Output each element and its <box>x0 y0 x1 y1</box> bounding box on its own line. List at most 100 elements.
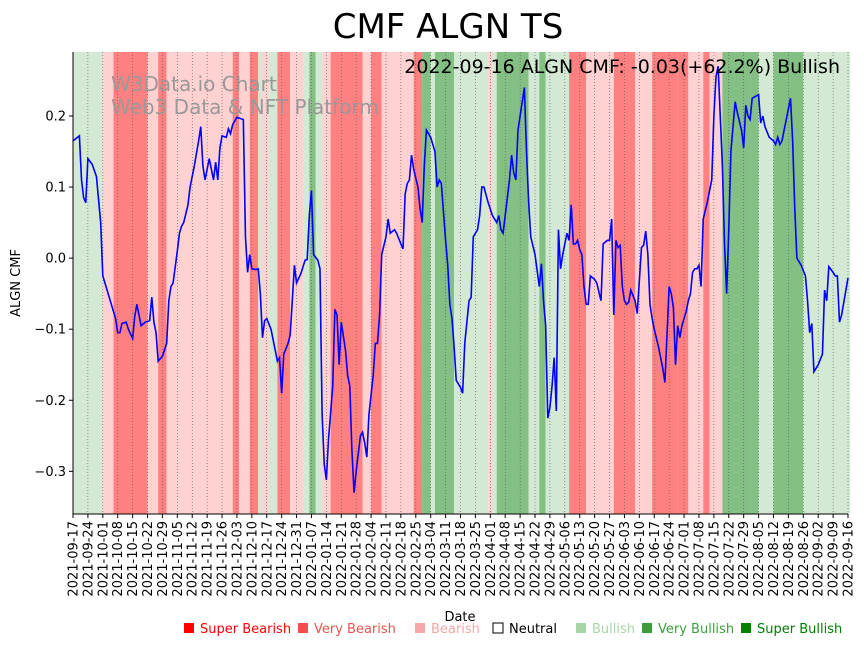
x-tick-label: 2022-06-17 <box>648 521 663 597</box>
y-tick-label: −0.1 <box>34 323 66 338</box>
x-tick-label: 2021-11-19 <box>201 521 216 597</box>
x-tick-label: 2021-11-05 <box>171 521 186 597</box>
legend-swatch-bearish <box>415 623 425 633</box>
regime-band-6 <box>232 52 240 514</box>
watermark-line-2: Web3 Data & NFT Platform <box>111 95 379 119</box>
x-tick-label: 2022-07-08 <box>692 521 707 597</box>
x-tick-label: 2021-11-12 <box>186 521 201 597</box>
regime-band-21 <box>381 52 414 514</box>
x-tick-label: 2022-02-25 <box>409 521 424 597</box>
regime-band-34 <box>586 52 614 514</box>
regime-band-36 <box>635 52 653 514</box>
x-tick-label: 2021-10-22 <box>141 521 156 597</box>
y-tick-label: 0.1 <box>45 181 66 196</box>
x-tick-label: 2022-09-09 <box>827 521 842 597</box>
regime-band-9 <box>258 52 263 514</box>
x-tick-label: 2022-08-26 <box>797 521 812 597</box>
cmf-line <box>72 66 849 493</box>
legend-label-very_bullish: Very Bullish <box>658 622 734 637</box>
regime-band-28 <box>492 52 497 514</box>
x-tick-label: 2022-03-25 <box>469 521 484 597</box>
legend-swatch-super_bearish <box>184 623 194 633</box>
x-tick-label: 2022-07-29 <box>737 521 752 597</box>
x-tick-label: 2022-06-10 <box>633 521 648 597</box>
y-tick-label: −0.3 <box>34 465 66 480</box>
regime-band-29 <box>496 52 529 514</box>
regime-band-33 <box>569 52 587 514</box>
legend-label-bearish: Bearish <box>431 622 480 637</box>
x-tick-label: 2021-10-15 <box>126 521 141 597</box>
legend-swatch-bullish <box>576 623 586 633</box>
x-tick-label: 2021-10-29 <box>156 521 171 597</box>
regime-band-12 <box>277 52 291 514</box>
regime-band-16 <box>315 52 323 514</box>
watermark-line-1: W3Data.io Chart <box>111 72 277 96</box>
x-tick-label: 2022-02-18 <box>394 521 409 597</box>
x-tick-label: 2021-09-17 <box>67 521 82 597</box>
x-tick-label: 2021-12-10 <box>245 521 260 597</box>
regime-band-8 <box>249 52 259 514</box>
legend-swatch-neutral <box>492 622 504 634</box>
legend: Super Bearish Very Bearish Bearish Neutral B… <box>184 622 842 637</box>
x-tick-label: 2021-09-24 <box>81 521 96 597</box>
regime-band-39 <box>688 52 704 514</box>
regime-band-44 <box>758 52 774 514</box>
x-tick-label: 2022-08-05 <box>752 521 767 597</box>
y-ticks: 0.2 0.1 0.0 −0.1 −0.2 −0.3 <box>34 109 73 480</box>
regime-band-25 <box>434 52 455 514</box>
legend-label-neutral: Neutral <box>509 622 557 637</box>
legend-label-very_bearish: Very Bearish <box>314 622 396 637</box>
x-tick-label: 2022-01-21 <box>335 521 350 597</box>
x-tick-label: 2021-12-31 <box>290 521 305 597</box>
regime-band-37 <box>652 52 678 514</box>
x-tick-label: 2021-10-08 <box>111 521 126 597</box>
x-tick-label: 2022-05-06 <box>558 521 573 597</box>
x-tick-label: 2022-06-24 <box>663 521 678 597</box>
x-tick-label: 2022-01-07 <box>305 521 320 597</box>
regime-band-43 <box>750 52 759 514</box>
x-tick-label: 2022-04-29 <box>543 521 558 597</box>
regime-band-18 <box>330 52 363 514</box>
x-tick-label: 2022-03-18 <box>454 521 469 597</box>
x-tick-label: 2022-04-15 <box>514 521 529 597</box>
regime-band-46 <box>803 52 851 514</box>
regime-band-5 <box>166 52 233 514</box>
x-tick-label: 2021-12-03 <box>230 521 245 597</box>
x-tick-label: 2022-03-11 <box>439 521 454 597</box>
x-tick-label: 2022-06-03 <box>618 521 633 597</box>
legend-label-super_bearish: Super Bearish <box>200 622 291 637</box>
x-tick-label: 2022-04-01 <box>484 521 499 597</box>
regime-band-10 <box>262 52 269 514</box>
x-tick-label: 2022-05-20 <box>588 521 603 597</box>
x-tick-label: 2022-07-01 <box>678 521 693 597</box>
regime-band-30 <box>528 52 540 514</box>
x-tick-label: 2022-01-14 <box>320 521 335 597</box>
legend-swatch-very_bullish <box>642 623 652 633</box>
x-tick-label: 2022-05-27 <box>603 521 618 597</box>
x-tick-label: 2022-08-12 <box>767 521 782 597</box>
regime-band-23 <box>422 52 431 514</box>
x-tick-label: 2021-12-17 <box>260 521 275 597</box>
regime-band-14 <box>302 52 310 514</box>
legend-label-bullish: Bullish <box>592 622 635 637</box>
regime-band-24 <box>430 52 435 514</box>
legend-label-super_bullish: Super Bullish <box>757 622 842 637</box>
regime-band-3 <box>147 52 159 514</box>
x-tick-label: 2022-09-16 <box>842 521 857 597</box>
vertical-gridlines <box>72 52 849 514</box>
x-tick-label: 2022-04-08 <box>499 521 514 597</box>
x-tick-label: 2021-12-24 <box>275 521 290 597</box>
latest-value-annotation: 2022-09-16 ALGN CMF: -0.03(+62.2%) Bulli… <box>404 56 840 78</box>
regime-band-20 <box>371 52 382 514</box>
x-axis-label: Date <box>444 610 475 625</box>
legend-swatch-super_bullish <box>741 623 751 633</box>
regime-band-40 <box>703 52 710 514</box>
regime-band-2 <box>113 52 148 514</box>
y-tick-label: −0.2 <box>34 394 66 409</box>
x-tick-label: 2022-01-28 <box>350 521 365 597</box>
regime-band-15 <box>309 52 316 514</box>
y-tick-label: 0.2 <box>45 109 66 124</box>
regime-band-7 <box>239 52 250 514</box>
chart-title: CMF ALGN TS <box>333 7 564 47</box>
